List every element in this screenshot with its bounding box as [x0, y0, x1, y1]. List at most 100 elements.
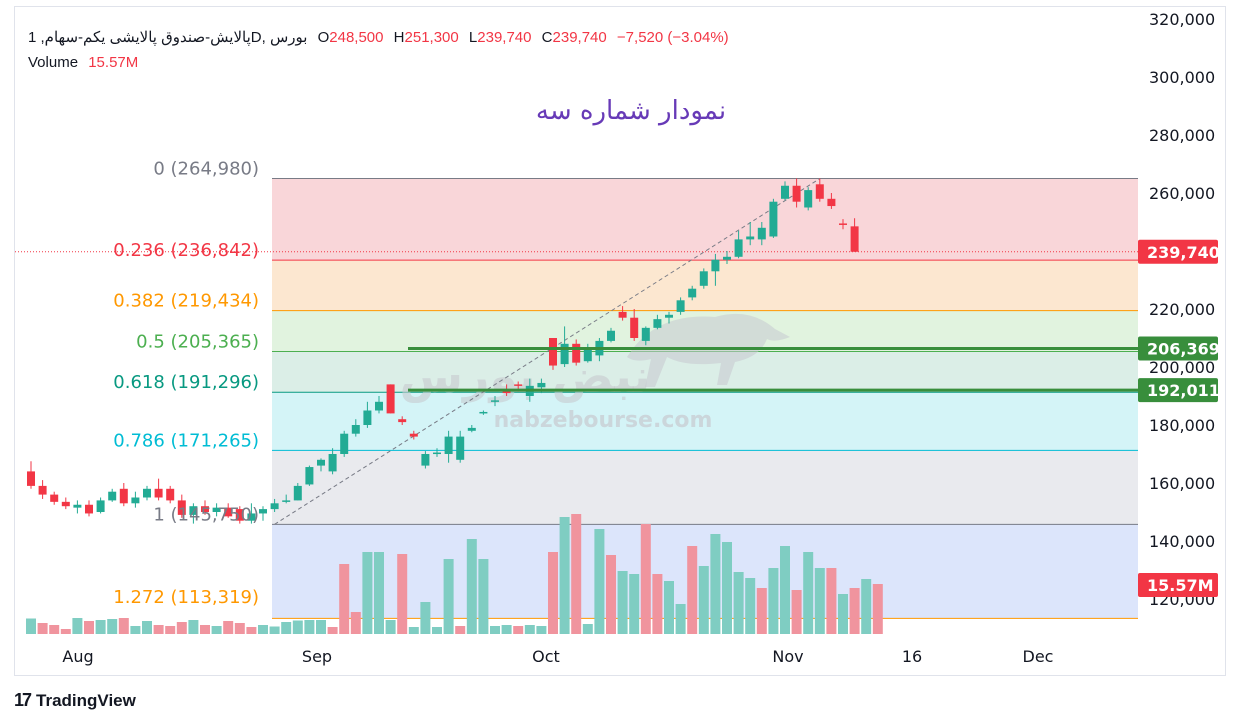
candle-body[interactable]: [73, 504, 82, 508]
candle-body[interactable]: [305, 467, 314, 485]
candle-body[interactable]: [723, 256, 731, 260]
volume-bar: [594, 529, 605, 634]
candle-body[interactable]: [259, 509, 267, 514]
candle-body[interactable]: [827, 198, 836, 207]
volume-bar: [490, 626, 500, 634]
candle-body[interactable]: [769, 201, 778, 237]
candle-body[interactable]: [224, 507, 233, 517]
ohlc-close: C239,740: [541, 29, 607, 46]
candle-body[interactable]: [839, 223, 847, 225]
trend-line[interactable]: [274, 178, 821, 525]
candle-body[interactable]: [688, 288, 697, 298]
candle-body[interactable]: [143, 488, 151, 498]
candle-body[interactable]: [247, 513, 256, 521]
volume-bar: [780, 546, 790, 634]
candle-body[interactable]: [665, 314, 673, 318]
candle-body[interactable]: [282, 500, 291, 502]
candle-body[interactable]: [409, 433, 418, 437]
candle-body[interactable]: [270, 503, 279, 510]
candle-body[interactable]: [386, 384, 395, 414]
candle-body[interactable]: [607, 330, 615, 341]
volume-bar: [107, 619, 118, 634]
candle-body[interactable]: [235, 509, 244, 521]
candle-body[interactable]: [166, 488, 175, 501]
candle-body[interactable]: [583, 349, 592, 362]
candle-body[interactable]: [38, 485, 47, 495]
candle-body[interactable]: [317, 459, 325, 466]
volume-bar: [26, 618, 36, 634]
fibonacci-retracement[interactable]: [15, 178, 1138, 619]
candle-body[interactable]: [456, 436, 465, 460]
volume-bar: [95, 620, 106, 634]
chart-frame[interactable]: نبض بورس nabzebourse.com نمودار شماره سه…: [14, 6, 1226, 676]
candle-body[interactable]: [189, 506, 198, 515]
ohlc-high: H251,300: [393, 29, 459, 46]
candle-body[interactable]: [781, 185, 789, 199]
candle-body[interactable]: [746, 236, 755, 240]
candle-body[interactable]: [514, 384, 523, 386]
candle-body[interactable]: [757, 227, 766, 240]
ohlc-change: −7,520 (−3.04%): [616, 29, 729, 46]
y-tick-label: 280,000: [1149, 126, 1215, 145]
candle-body[interactable]: [537, 382, 546, 388]
candle-body[interactable]: [201, 506, 209, 512]
candle-body[interactable]: [734, 239, 743, 257]
candle-body[interactable]: [792, 185, 801, 202]
volume-bar: [339, 564, 350, 634]
candle-body[interactable]: [572, 343, 581, 363]
candle-body[interactable]: [363, 410, 372, 426]
candle-body[interactable]: [398, 419, 407, 423]
candle-body[interactable]: [630, 317, 639, 338]
candle-body[interactable]: [351, 425, 360, 434]
candle-body[interactable]: [699, 271, 708, 286]
tradingview-logo[interactable]: 17 TradingView: [14, 690, 136, 711]
symbol-name[interactable]: پالایش-صندوق پالایشی یکم-سهام, 1D, بورس: [28, 29, 308, 46]
candle-body[interactable]: [27, 471, 35, 486]
candle-body[interactable]: [467, 427, 476, 431]
volume-bar: [791, 590, 802, 634]
candle-body[interactable]: [96, 500, 105, 512]
candle-body[interactable]: [479, 411, 488, 414]
chart-title: نمودار شماره سه: [536, 96, 726, 126]
candle-body[interactable]: [328, 454, 337, 472]
x-tick-label: Dec: [1023, 647, 1054, 666]
candle-body[interactable]: [119, 488, 128, 504]
candle-body[interactable]: [653, 319, 662, 328]
candle-body[interactable]: [433, 452, 441, 455]
candle-body[interactable]: [340, 433, 349, 454]
candle-body[interactable]: [108, 491, 117, 501]
price-tag-box: [1138, 573, 1218, 597]
candle-body[interactable]: [212, 507, 221, 512]
candle-body[interactable]: [676, 300, 685, 312]
volume-bar: [49, 625, 60, 634]
time-axis[interactable]: Aug Sep Oct Nov 16 Dec: [62, 647, 1053, 666]
candle-body[interactable]: [641, 327, 650, 341]
volume-bar: [84, 621, 94, 634]
candle-body[interactable]: [50, 494, 59, 502]
candle-body[interactable]: [560, 343, 569, 365]
candle-body[interactable]: [421, 454, 430, 466]
candle-body[interactable]: [154, 488, 163, 498]
candle-body[interactable]: [131, 497, 140, 504]
candle-body[interactable]: [61, 501, 70, 507]
volume-bar: [872, 584, 883, 634]
candle-body[interactable]: [549, 338, 557, 366]
candle-body[interactable]: [293, 485, 302, 501]
candle-body[interactable]: [177, 500, 186, 515]
candle-body[interactable]: [618, 311, 627, 318]
horizontal-lines[interactable]: [408, 347, 1138, 392]
volume-bar: [559, 517, 570, 634]
candle-body[interactable]: [375, 401, 383, 411]
candle-body[interactable]: [815, 184, 824, 199]
candle-body[interactable]: [444, 436, 453, 454]
volume-bar: [629, 574, 640, 634]
candle-body[interactable]: [85, 504, 93, 514]
candle-body[interactable]: [491, 400, 499, 402]
fib-trend-line[interactable]: [274, 178, 821, 525]
candle-body[interactable]: [804, 190, 813, 208]
candlestick-chart[interactable]: نبض بورس nabzebourse.com نمودار شماره سه…: [15, 7, 1225, 675]
volume-label[interactable]: Volume: [28, 54, 79, 71]
candle-body[interactable]: [711, 259, 720, 272]
candle-body[interactable]: [850, 226, 859, 252]
price-axis[interactable]: 120,000140,000160,000180,000200,000220,0…: [1149, 10, 1215, 609]
